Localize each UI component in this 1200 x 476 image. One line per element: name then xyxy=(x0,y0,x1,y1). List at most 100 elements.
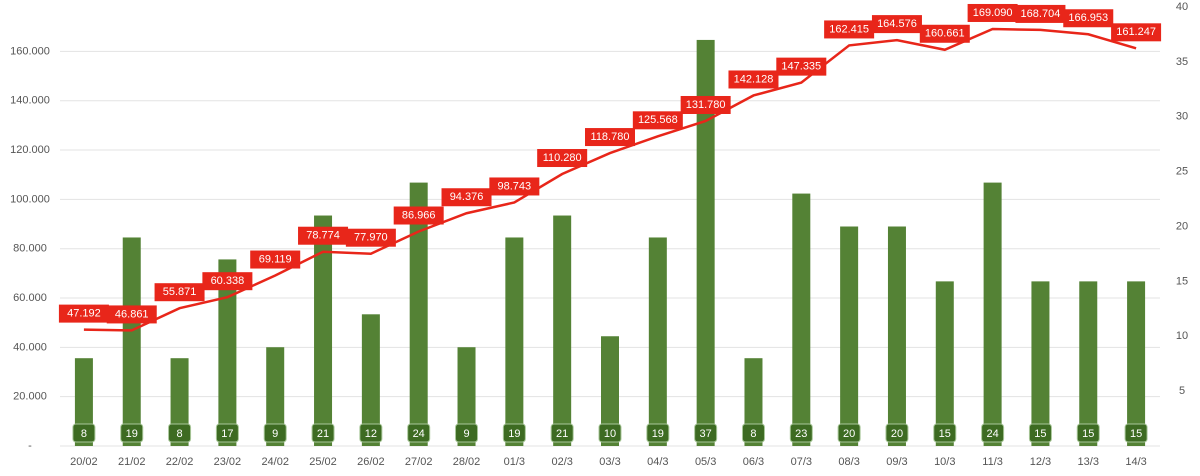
x-tick-label: 08/3 xyxy=(838,456,859,468)
y-tick-label: 40.000 xyxy=(13,341,47,353)
line-label: 162.415 xyxy=(829,23,869,35)
bar xyxy=(457,347,476,446)
bar-label: 15 xyxy=(1082,428,1094,440)
bar-label: 19 xyxy=(508,428,520,440)
y-tick-label: 100.000 xyxy=(10,193,50,205)
bar-label: 24 xyxy=(986,428,998,440)
x-tick-label: 28/02 xyxy=(453,456,481,468)
bar-label-box xyxy=(1076,423,1100,443)
line-label-box xyxy=(393,206,444,225)
line-label: 46.861 xyxy=(115,308,149,320)
bar-label-box xyxy=(72,423,96,443)
bar xyxy=(361,314,380,446)
line-label-box xyxy=(298,226,349,245)
bar-label: 21 xyxy=(317,428,329,440)
bar-label: 19 xyxy=(652,428,664,440)
line-label: 166.953 xyxy=(1068,12,1108,24)
line-label: 69.119 xyxy=(259,253,292,265)
x-tick-label: 22/02 xyxy=(166,456,194,468)
bar-label-box xyxy=(1028,423,1052,443)
x-tick-label: 20/02 xyxy=(70,456,98,468)
line-label-box xyxy=(632,111,683,130)
bar-label: 15 xyxy=(1130,428,1142,440)
line-label-box xyxy=(871,15,922,34)
y-tick-label: - xyxy=(28,440,32,452)
line-label-box xyxy=(967,3,1018,22)
line-label-box xyxy=(824,20,875,39)
y2-tick-label: 30 xyxy=(1176,111,1188,123)
bar xyxy=(887,226,906,446)
x-tick-label: 07/3 xyxy=(791,456,812,468)
bar-label: 21 xyxy=(556,428,568,440)
bar-label: 24 xyxy=(413,428,425,440)
x-tick-label: 01/3 xyxy=(504,456,525,468)
bar xyxy=(122,237,141,446)
x-tick-label: 11/3 xyxy=(982,456,1003,468)
y-tick-label: 160.000 xyxy=(10,45,50,57)
bar-label: 8 xyxy=(81,428,87,440)
bar-label-box xyxy=(168,423,192,443)
x-tick-label: 23/02 xyxy=(214,456,242,468)
line-label: 86.966 xyxy=(402,209,436,221)
bar-label: 15 xyxy=(1034,428,1046,440)
bar xyxy=(983,182,1002,446)
y2-tick-label: 35 xyxy=(1176,56,1188,68)
bar-label-box xyxy=(885,423,909,443)
bar xyxy=(266,347,285,446)
bar-label-box xyxy=(598,423,622,443)
line-label-box xyxy=(1111,23,1162,42)
line-label: 98.743 xyxy=(498,180,532,192)
line-label: 77.970 xyxy=(354,232,388,244)
line-label-box xyxy=(776,57,827,76)
line-label: 169.090 xyxy=(973,7,1013,19)
bar xyxy=(505,237,524,446)
x-tick-label: 27/02 xyxy=(405,456,433,468)
bar-label-box xyxy=(550,423,574,443)
bar-label-box xyxy=(789,423,813,443)
bar-label: 20 xyxy=(891,428,903,440)
x-tick-label: 10/3 xyxy=(934,456,955,468)
bar-label-box xyxy=(120,423,144,443)
bar xyxy=(1031,281,1050,446)
line-label-box xyxy=(250,250,301,269)
bar-label-box xyxy=(263,423,287,443)
y2-tick-label: 10 xyxy=(1176,330,1188,342)
bar-label-box xyxy=(359,423,383,443)
bar-label: 9 xyxy=(272,428,278,440)
bar xyxy=(1079,281,1098,446)
line-label-box xyxy=(202,272,253,291)
line-label-box xyxy=(537,149,588,168)
x-tick-label: 09/3 xyxy=(886,456,907,468)
x-tick-label: 26/02 xyxy=(357,456,385,468)
bar xyxy=(553,215,572,446)
line-label: 161.247 xyxy=(1116,26,1156,38)
bar xyxy=(696,39,715,447)
bar xyxy=(314,215,333,446)
x-tick-label: 06/3 xyxy=(743,456,764,468)
bar xyxy=(840,226,859,446)
y-tick-label: 80.000 xyxy=(13,243,47,255)
bar-label-box xyxy=(215,423,239,443)
line-label: 60.338 xyxy=(211,275,245,287)
y-tick-label: 140.000 xyxy=(10,95,50,107)
x-tick-label: 12/3 xyxy=(1030,456,1051,468)
bar-label-box xyxy=(455,423,479,443)
bar-label: 10 xyxy=(604,428,616,440)
bar-label: 9 xyxy=(463,428,469,440)
bar xyxy=(648,237,667,446)
line-label-box xyxy=(1063,9,1114,28)
bar-label-box xyxy=(694,423,718,443)
bar xyxy=(1127,281,1146,446)
line-label-box xyxy=(728,70,779,89)
x-tick-label: 02/3 xyxy=(551,456,572,468)
y-tick-label: 120.000 xyxy=(10,144,50,156)
bar-label: 20 xyxy=(843,428,855,440)
bar-label-box xyxy=(407,423,431,443)
x-tick-label: 04/3 xyxy=(647,456,668,468)
line-label: 125.568 xyxy=(638,114,678,126)
y-tick-label: 20.000 xyxy=(13,391,47,403)
bar-label-box xyxy=(1124,423,1148,443)
line-label: 55.871 xyxy=(163,286,197,298)
y2-tick-label: 40 xyxy=(1176,1,1188,13)
bar-label: 8 xyxy=(750,428,756,440)
